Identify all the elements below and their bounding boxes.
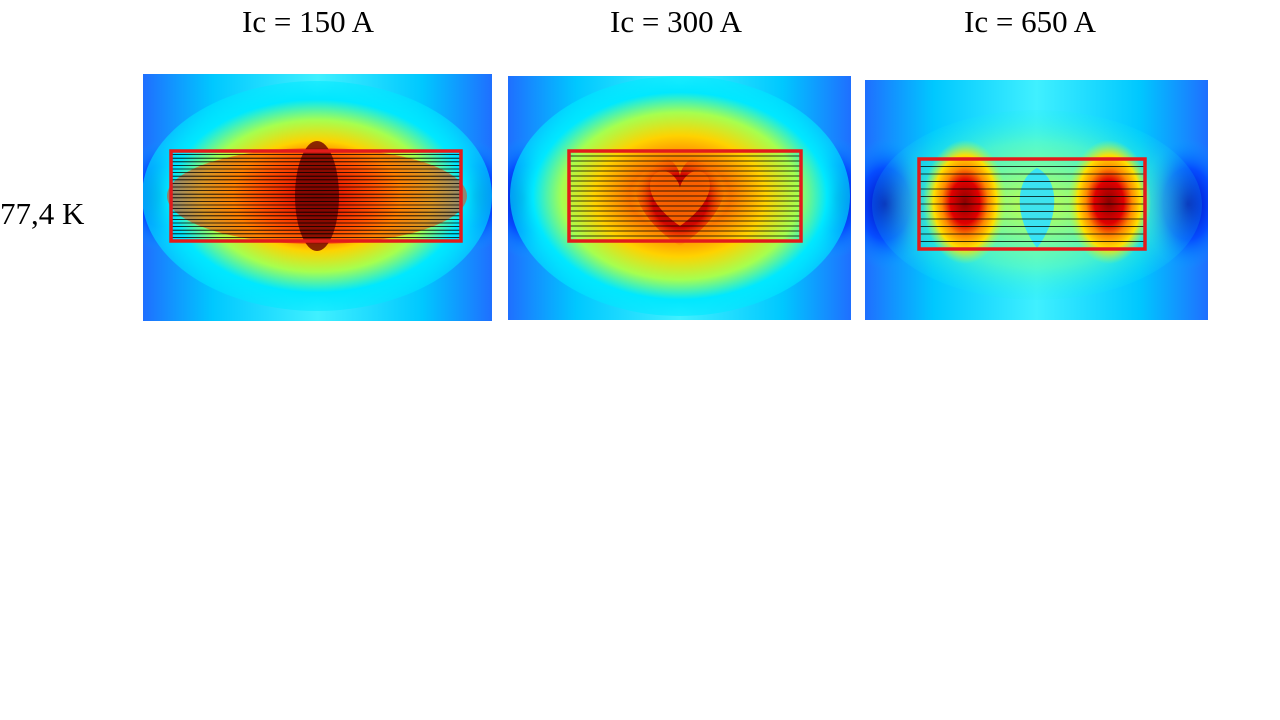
field-map-300a-svg — [508, 76, 851, 320]
panel-title-150a: Ic = 150 A — [242, 4, 374, 39]
field-map-650a — [865, 80, 1208, 320]
coil-outline-300a — [567, 149, 803, 243]
coil-outline-150a — [169, 149, 463, 243]
field-lines-650a — [919, 166, 1145, 242]
field-map-150a — [143, 74, 492, 321]
coil-outline-650a — [917, 157, 1147, 251]
field-map-650a-svg — [865, 80, 1208, 320]
field-lines-300a — [569, 155, 801, 237]
panel-title-650a: Ic = 650 A — [964, 4, 1096, 39]
field-lines-150a — [171, 154, 461, 238]
field-map-300a — [508, 76, 851, 320]
field-map-150a-svg — [143, 74, 492, 321]
panel-title-300a: Ic = 300 A — [610, 4, 742, 39]
temperature-label: 77,4 K — [0, 196, 85, 231]
